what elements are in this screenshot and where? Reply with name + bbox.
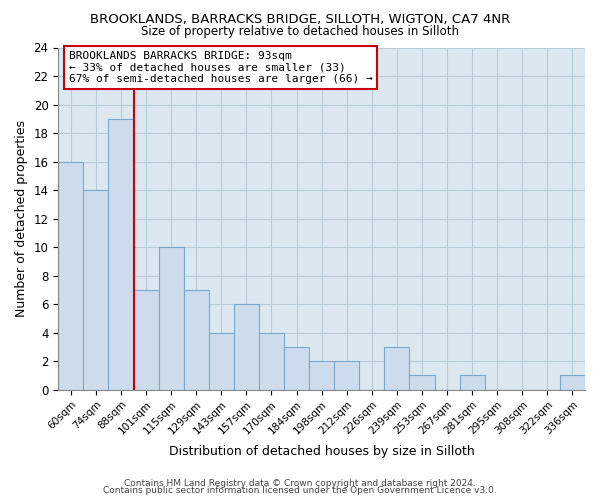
Text: Size of property relative to detached houses in Silloth: Size of property relative to detached ho…	[141, 25, 459, 38]
Text: BROOKLANDS, BARRACKS BRIDGE, SILLOTH, WIGTON, CA7 4NR: BROOKLANDS, BARRACKS BRIDGE, SILLOTH, WI…	[90, 12, 510, 26]
X-axis label: Distribution of detached houses by size in Silloth: Distribution of detached houses by size …	[169, 444, 475, 458]
Text: Contains HM Land Registry data © Crown copyright and database right 2024.: Contains HM Land Registry data © Crown c…	[124, 478, 476, 488]
Bar	[209, 332, 234, 390]
Bar	[460, 376, 485, 390]
Text: Contains public sector information licensed under the Open Government Licence v3: Contains public sector information licen…	[103, 486, 497, 495]
Bar	[259, 332, 284, 390]
Bar	[134, 290, 158, 390]
Bar	[560, 376, 585, 390]
Bar	[83, 190, 109, 390]
Bar	[158, 247, 184, 390]
Bar	[334, 361, 359, 390]
Y-axis label: Number of detached properties: Number of detached properties	[15, 120, 28, 317]
Bar	[409, 376, 434, 390]
Text: BROOKLANDS BARRACKS BRIDGE: 93sqm
← 33% of detached houses are smaller (33)
67% : BROOKLANDS BARRACKS BRIDGE: 93sqm ← 33% …	[69, 51, 373, 84]
Bar	[109, 119, 134, 390]
Bar	[184, 290, 209, 390]
Bar	[284, 347, 309, 390]
Bar	[309, 361, 334, 390]
Bar	[58, 162, 83, 390]
Bar	[385, 347, 409, 390]
Bar	[234, 304, 259, 390]
